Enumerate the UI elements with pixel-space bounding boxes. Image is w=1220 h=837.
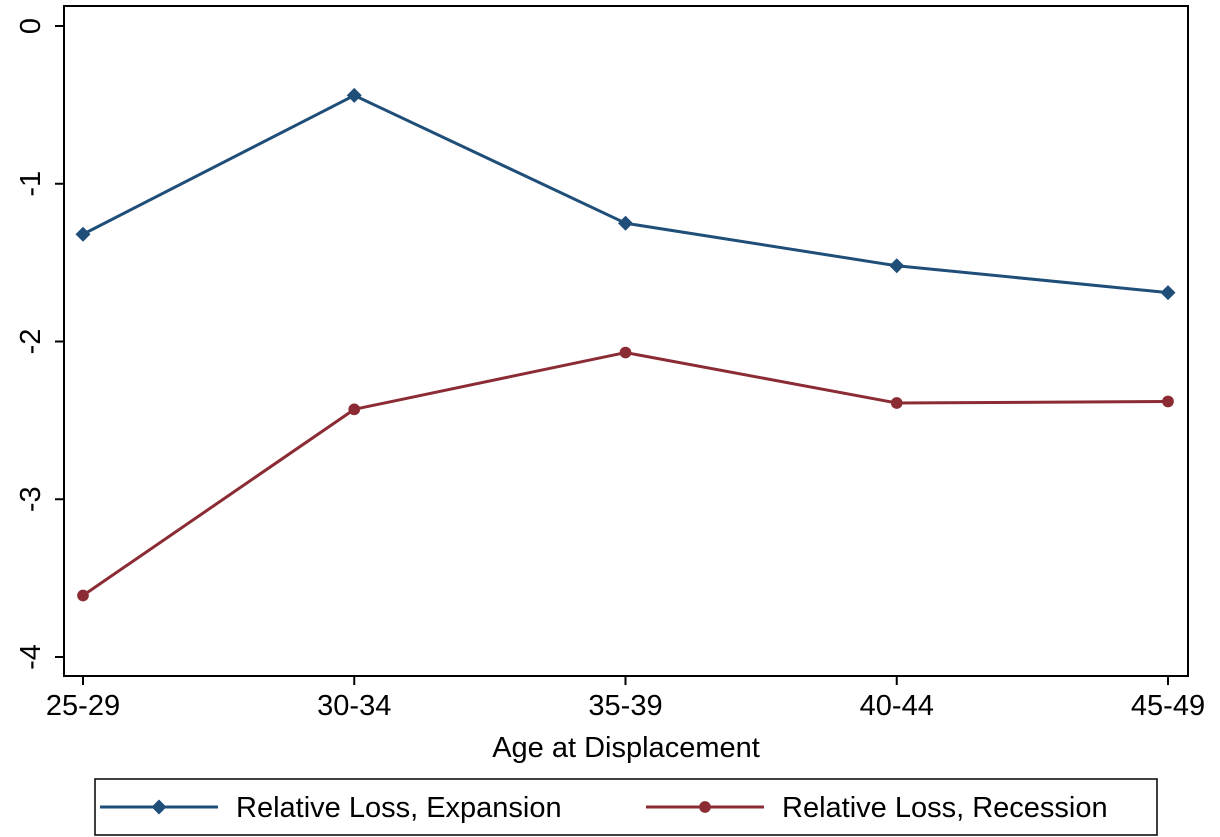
legend-entry-1: Relative Loss, Expansion — [100, 792, 562, 824]
legend: Relative Loss, Expansion Relative Loss, R… — [94, 778, 1158, 836]
data-point — [75, 226, 91, 242]
legend-box — [94, 778, 1158, 836]
y-axis: 0 -1 -2 -3 -4 — [15, 18, 64, 670]
data-point — [77, 589, 89, 602]
legend-label: Relative Loss, Recession — [782, 792, 1108, 824]
x-tick-label: 35-39 — [588, 690, 662, 722]
x-tick-label: 30-34 — [317, 690, 391, 722]
data-point — [346, 87, 362, 103]
legend-label: Relative Loss, Expansion — [236, 792, 562, 824]
data-point — [1162, 395, 1174, 408]
series-2 — [77, 346, 1174, 602]
data-point — [348, 403, 361, 416]
y-tick-label: -1 — [15, 171, 47, 197]
y-tick-label: -4 — [15, 644, 47, 670]
legend-entry-2: Relative Loss, Recession — [646, 792, 1108, 824]
x-tick-label: 45-49 — [1131, 690, 1205, 722]
y-tick-label: -3 — [15, 486, 47, 512]
x-axis-title: Age at Displacement — [492, 732, 760, 764]
y-tick-label: 0 — [15, 18, 47, 34]
plot-frame — [63, 5, 1189, 677]
data-point — [619, 346, 632, 359]
series-line — [82, 93, 1169, 295]
legend-marker — [151, 799, 167, 815]
y-tick-label: -2 — [15, 329, 47, 355]
x-axis: 25-29 30-34 35-39 40-44 45-49 — [46, 676, 1205, 722]
series-1 — [75, 87, 1176, 301]
x-tick-label: 25-29 — [46, 690, 120, 722]
x-tick-label: 40-44 — [860, 690, 934, 722]
series-line — [82, 351, 1169, 597]
series-layer — [75, 87, 1176, 602]
data-point — [890, 397, 903, 409]
data-point — [618, 215, 633, 231]
data-point — [1160, 285, 1176, 301]
legend-marker — [699, 801, 711, 813]
data-point — [889, 258, 905, 274]
